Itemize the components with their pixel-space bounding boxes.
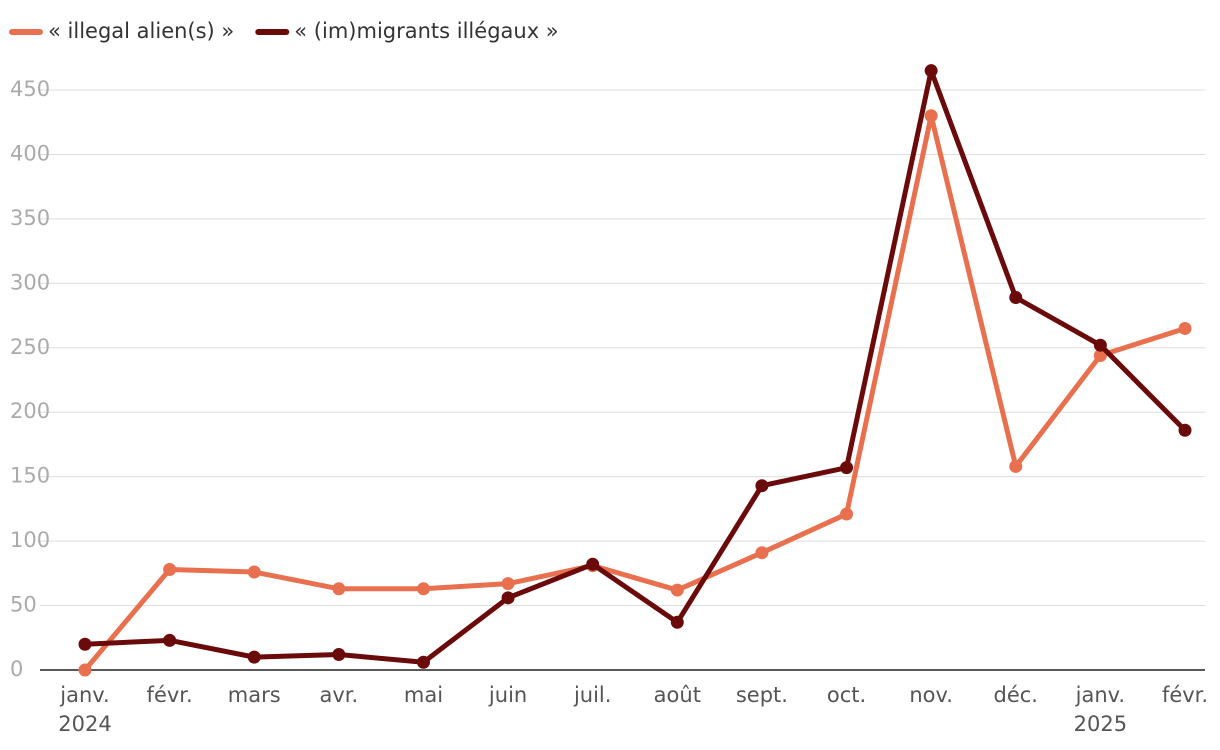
data-point — [840, 507, 854, 521]
data-point — [1009, 291, 1023, 305]
legend-label: « illegal alien(s) » — [48, 19, 234, 43]
data-point — [1093, 349, 1107, 363]
data-point — [924, 64, 938, 78]
x-tick-label: déc. — [994, 683, 1038, 707]
y-tick-label: 400 — [10, 141, 50, 165]
x-tick-label: août — [654, 683, 701, 707]
data-point — [840, 461, 854, 475]
data-point — [501, 577, 515, 591]
data-point — [416, 582, 430, 596]
x-tick-label: janv. 2025 — [1074, 683, 1127, 736]
data-point — [247, 565, 261, 579]
y-tick-label: 200 — [10, 399, 50, 423]
data-point — [670, 615, 684, 629]
x-tick-label: avr. — [320, 683, 359, 707]
x-tick-label: mars — [228, 683, 281, 707]
legend-label: « (im)migrants illégaux » — [294, 19, 558, 43]
data-point — [332, 648, 346, 662]
data-point — [501, 591, 515, 605]
data-point — [755, 479, 769, 493]
x-tick-label: janv. 2024 — [58, 683, 111, 736]
data-point — [1009, 459, 1023, 473]
data-point — [1178, 321, 1192, 335]
data-point — [163, 562, 177, 576]
data-point — [670, 583, 684, 597]
x-tick-label: juil. — [573, 683, 612, 707]
data-point — [416, 655, 430, 669]
y-tick-label: 350 — [10, 206, 50, 230]
data-point — [247, 650, 261, 664]
y-tick-label: 300 — [10, 270, 50, 294]
y-tick-label: 150 — [10, 464, 50, 488]
y-tick-label: 0 — [10, 657, 23, 681]
data-point — [1093, 338, 1107, 352]
y-tick-label: 250 — [10, 335, 50, 359]
x-tick-label: sept. — [736, 683, 788, 707]
x-tick-label: juin — [488, 683, 527, 707]
data-point — [332, 582, 346, 596]
x-tick-label: nov. — [909, 683, 953, 707]
y-tick-label: 100 — [10, 528, 50, 552]
data-point — [78, 663, 92, 677]
data-point — [755, 546, 769, 560]
data-point — [78, 637, 92, 651]
data-point — [586, 557, 600, 571]
x-tick-label: oct. — [827, 683, 866, 707]
x-tick-label: févr. — [1162, 683, 1208, 707]
x-tick-label: mai — [404, 683, 443, 707]
y-tick-label: 450 — [10, 77, 50, 101]
data-point — [163, 633, 177, 647]
x-tick-label: févr. — [147, 683, 193, 707]
series-line — [84, 68, 1187, 665]
y-tick-label: 50 — [10, 593, 37, 617]
data-point — [924, 109, 938, 123]
data-point — [1178, 423, 1192, 437]
series-line — [83, 113, 1186, 672]
